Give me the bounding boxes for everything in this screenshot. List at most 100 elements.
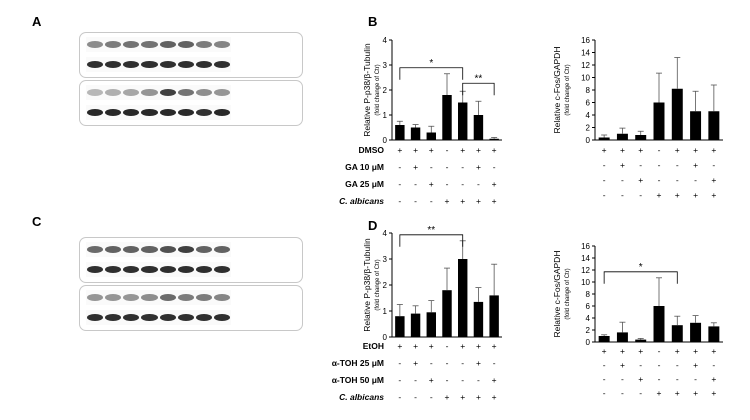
condition-sign: - [430, 392, 433, 402]
blot-band [159, 109, 176, 116]
panel-letter-d: D [368, 218, 378, 233]
significance-bracket [399, 67, 464, 80]
bar [473, 115, 484, 140]
condition-sign: + [620, 145, 625, 155]
blot-band [123, 109, 140, 116]
condition-sign: + [460, 145, 465, 155]
significance-marker: ** [427, 225, 435, 236]
condition-sign: + [413, 341, 418, 351]
condition-label: DMSO [359, 145, 385, 155]
blot-band [159, 246, 176, 253]
blot-band [105, 41, 122, 48]
condition-sign: - [461, 358, 464, 368]
blot-band [105, 266, 122, 273]
blot-band [141, 266, 158, 273]
blot-band [213, 41, 230, 48]
condition-sign: + [675, 190, 680, 200]
blot-band [195, 61, 212, 68]
bar [616, 332, 628, 342]
blot-band [177, 246, 194, 253]
blot-strip [86, 262, 231, 277]
condition-sign: + [397, 341, 402, 351]
condition-sign: + [638, 346, 643, 356]
blot-band [213, 109, 230, 116]
condition-sign: + [711, 190, 716, 200]
y-axis-label: Relative P-p38/β-Tubulin [362, 238, 372, 332]
condition-sign: - [430, 196, 433, 206]
condition-sign: + [492, 145, 497, 155]
y-tick-label: 14 [581, 49, 590, 58]
chart-pp38-atoh: Relative P-p38/β-Tubulin (fold change of … [332, 225, 502, 402]
y-axis-sublabel: (fold change of Ctr) [375, 259, 381, 310]
blot-band [213, 89, 230, 96]
bar [653, 102, 665, 140]
bar [395, 316, 405, 337]
condition-sign: - [430, 358, 433, 368]
blot-strip [86, 37, 231, 52]
y-tick-label: 0 [586, 136, 591, 145]
condition-sign: - [603, 175, 606, 185]
condition-sign: + [429, 179, 434, 189]
blot-band [177, 89, 194, 96]
blot-strip [86, 310, 231, 325]
condition-sign: + [620, 360, 625, 370]
condition-sign: - [658, 360, 661, 370]
y-tick-label: 8 [586, 86, 591, 95]
condition-sign: - [398, 162, 401, 172]
condition-sign: + [711, 175, 716, 185]
condition-sign: - [676, 160, 679, 170]
significance-bracket [462, 82, 495, 96]
condition-sign: - [398, 375, 401, 385]
condition-sign: - [446, 179, 449, 189]
bar [671, 88, 683, 140]
condition-sign: + [460, 341, 465, 351]
bar [616, 133, 628, 140]
condition-sign: - [639, 360, 642, 370]
condition-sign: + [620, 346, 625, 356]
condition-sign: - [676, 360, 679, 370]
blot-band [213, 266, 230, 273]
condition-sign: + [429, 145, 434, 155]
blot-band [87, 314, 104, 321]
condition-sign: + [492, 392, 497, 402]
chart-pp38-ga: Relative P-p38/β-Tubulin (fold change of … [339, 36, 502, 206]
y-tick-label: 10 [581, 74, 590, 83]
condition-sign: + [492, 375, 497, 385]
panel-letter-a: A [32, 14, 42, 29]
significance-marker: ** [475, 73, 483, 84]
condition-sign: - [477, 179, 480, 189]
bar [708, 111, 720, 140]
y-axis-sublabel: (fold change of Ctr) [565, 64, 571, 115]
blot-strip [86, 105, 231, 120]
condition-sign: + [693, 360, 698, 370]
condition-sign: - [603, 374, 606, 384]
y-axis-sublabel: (fold change of Ctr) [375, 64, 381, 115]
blot-band [159, 41, 176, 48]
blot-band [123, 89, 140, 96]
y-tick-label: 6 [586, 99, 591, 108]
condition-label: C. albicans [339, 196, 384, 206]
condition-label: GA 25 μM [345, 179, 384, 189]
chart-cfos-atoh: Relative c-Fos/GAPDH (fold change of Ctr)… [552, 242, 723, 398]
blot-band [123, 314, 140, 321]
condition-sign: + [492, 196, 497, 206]
condition-sign: - [461, 179, 464, 189]
condition-sign: - [621, 190, 624, 200]
y-tick-label: 0 [383, 136, 388, 145]
condition-sign: + [693, 160, 698, 170]
condition-sign: - [603, 160, 606, 170]
blot-box [79, 32, 303, 78]
blot-band [105, 89, 122, 96]
condition-sign: + [693, 190, 698, 200]
condition-sign: + [693, 346, 698, 356]
blot-band [213, 246, 230, 253]
y-axis-label: Relative c-Fos/GAPDH [552, 251, 562, 338]
condition-sign: + [711, 145, 716, 155]
condition-sign: - [676, 175, 679, 185]
blot-band [141, 89, 158, 96]
blot-band [177, 266, 194, 273]
bar [442, 290, 452, 337]
condition-sign: - [639, 160, 642, 170]
condition-sign: + [476, 392, 481, 402]
condition-sign: + [693, 388, 698, 398]
